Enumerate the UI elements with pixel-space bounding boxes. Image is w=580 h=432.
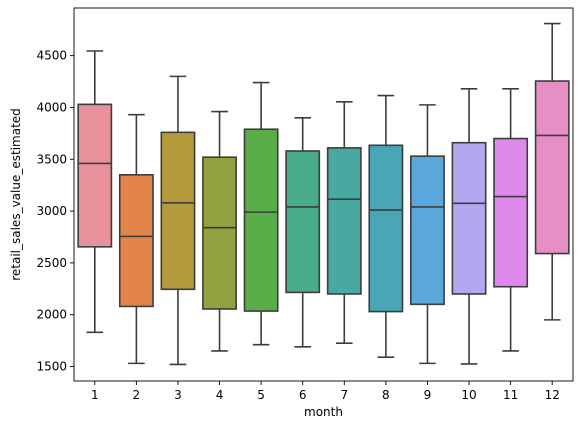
iqr-box — [77, 103, 113, 248]
iqr-box — [243, 128, 279, 312]
plot-marks — [77, 22, 570, 366]
iqr-box — [493, 137, 529, 288]
box-month-12 — [534, 22, 570, 321]
iqr-box — [368, 144, 404, 313]
y-axis: 1500 2000 2500 3000 3500 4000 4500 — [36, 49, 74, 373]
x-axis-label: month — [304, 405, 343, 419]
y-tick-label: 4000 — [36, 100, 67, 114]
iqr-box — [534, 80, 570, 255]
box-month-8 — [368, 94, 404, 358]
iqr-box — [202, 156, 237, 310]
iqr-box — [451, 141, 487, 295]
x-tick-label: 12 — [545, 388, 560, 402]
x-tick-label: 2 — [133, 388, 141, 402]
iqr-box — [326, 147, 362, 295]
y-tick-label: 2000 — [36, 308, 67, 322]
box-month-3 — [160, 75, 196, 366]
x-tick-label: 11 — [503, 388, 518, 402]
iqr-box — [118, 174, 154, 308]
plot-frame — [73, 7, 574, 382]
box-month-10 — [451, 88, 487, 365]
x-tick-label: 9 — [424, 388, 432, 402]
y-tick-label: 3000 — [36, 204, 67, 218]
box-month-1 — [77, 50, 113, 334]
y-tick-label: 3500 — [36, 152, 67, 166]
iqr-box — [160, 131, 196, 291]
iqr-box — [285, 150, 321, 294]
box-month-7 — [326, 100, 362, 344]
y-tick-label: 1500 — [36, 359, 67, 373]
x-axis: 1 2 3 4 5 6 7 8 9 10 11 12 — [91, 381, 560, 402]
box-month-5 — [243, 81, 279, 346]
x-tick-label: 7 — [340, 388, 348, 402]
iqr-box — [410, 155, 445, 306]
y-tick-label: 2500 — [36, 256, 67, 270]
box-month-2 — [118, 113, 154, 365]
box-month-4 — [202, 110, 237, 352]
x-tick-label: 4 — [216, 388, 224, 402]
x-tick-label: 3 — [174, 388, 182, 402]
y-axis-label: retail_sales_value_estimated — [9, 108, 23, 281]
x-tick-label: 6 — [299, 388, 307, 402]
x-tick-label: 1 — [91, 388, 99, 402]
box-month-11 — [493, 88, 529, 352]
y-tick-label: 4500 — [36, 49, 67, 63]
box-month-6 — [285, 117, 321, 348]
x-tick-label: 5 — [257, 388, 265, 402]
x-tick-label: 8 — [382, 388, 390, 402]
box-month-9 — [410, 104, 445, 365]
x-tick-label: 10 — [461, 388, 476, 402]
